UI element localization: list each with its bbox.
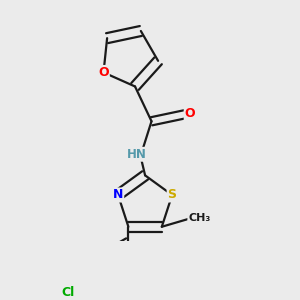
Text: HN: HN — [127, 148, 147, 161]
Text: S: S — [168, 188, 177, 202]
Text: Cl: Cl — [61, 286, 74, 299]
Text: CH₃: CH₃ — [188, 213, 211, 223]
Text: N: N — [113, 188, 123, 202]
Text: O: O — [98, 66, 109, 79]
Text: O: O — [185, 107, 195, 121]
